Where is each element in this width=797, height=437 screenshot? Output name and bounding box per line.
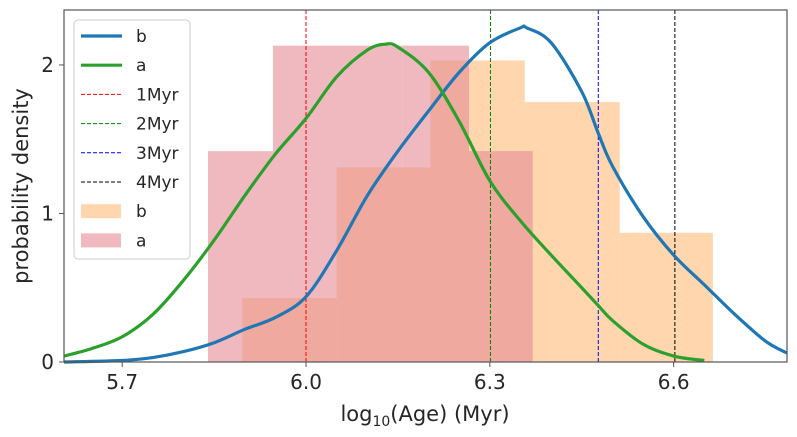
hist-bar xyxy=(469,151,533,362)
y-axis: 0 1 2 xyxy=(41,53,64,374)
legend-item: 1Myr xyxy=(81,85,179,105)
x-axis: 5.7 6.0 6.3 6.6 xyxy=(106,362,690,394)
legend-item: b xyxy=(81,27,147,47)
histogram-a xyxy=(207,45,533,362)
legend-item: 4Myr xyxy=(81,173,179,193)
hist-bar xyxy=(272,45,338,362)
legend-label: 3Myr xyxy=(136,144,179,164)
y-tick-label: 2 xyxy=(41,53,54,77)
x-axis-label: log10(Age) (Myr) xyxy=(340,402,509,430)
legend-label: a xyxy=(136,56,146,76)
legend-label: 1Myr xyxy=(136,85,179,105)
x-tick-label: 5.7 xyxy=(106,370,138,394)
hist-bar xyxy=(619,232,713,362)
legend-item: 2Myr xyxy=(81,115,179,135)
legend-box xyxy=(73,19,191,260)
reference-lines xyxy=(305,10,676,362)
hist-bar xyxy=(337,45,403,362)
x-tick-label: 6.0 xyxy=(290,370,322,394)
legend-label: b xyxy=(136,202,147,222)
legend-swatch xyxy=(81,233,121,248)
legend-swatch xyxy=(81,204,121,219)
legend-item: 3Myr xyxy=(81,144,179,164)
y-tick-label: 1 xyxy=(41,201,54,225)
y-tick-label: 0 xyxy=(41,350,54,374)
x-axis-label-sub: 10 xyxy=(372,414,390,430)
x-tick-label: 6.3 xyxy=(474,370,506,394)
hist-bar xyxy=(524,102,620,363)
hist-bar xyxy=(207,151,273,362)
legend-item: b xyxy=(81,202,147,222)
plot-frame xyxy=(63,9,788,363)
legend-label: 4Myr xyxy=(136,173,179,193)
x-axis-label-rest: (Age) (Myr) xyxy=(390,402,509,426)
legend-item: a xyxy=(81,231,146,251)
kde-line-b xyxy=(63,24,788,364)
legend-item: a xyxy=(81,56,146,76)
kde-line-a xyxy=(63,42,705,363)
x-tick-label: 6.6 xyxy=(658,370,690,394)
kde-layer xyxy=(63,24,788,364)
y-axis-label: probability density xyxy=(9,88,33,284)
legend-label: a xyxy=(136,231,146,251)
legend-label: b xyxy=(136,27,147,47)
x-axis-label-base: log xyxy=(340,402,372,426)
legend-label: 2Myr xyxy=(136,115,179,135)
hist-bar xyxy=(402,45,470,362)
